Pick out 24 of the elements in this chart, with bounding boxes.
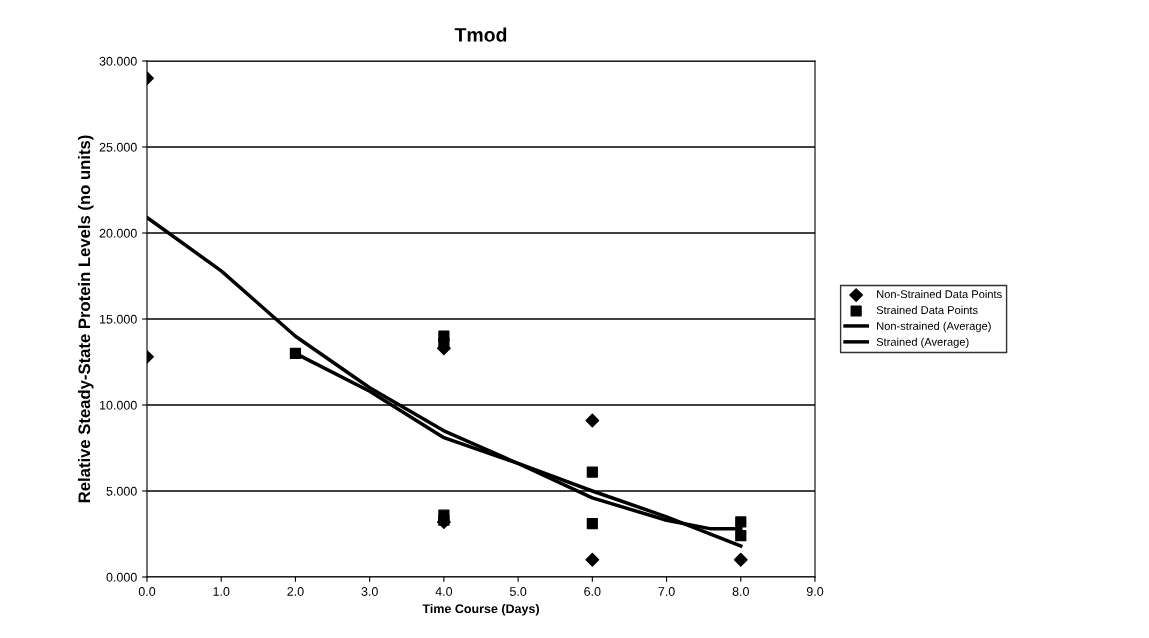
x-tick-label: 8.0 bbox=[732, 587, 749, 596]
y-tick-label: 0.000 bbox=[106, 572, 137, 582]
y-axis-title: Relative Steady-State Protein Levels (no units) bbox=[77, 135, 94, 503]
y-tick-label: 15.000 bbox=[100, 314, 137, 324]
x-tick-label: 0.0 bbox=[138, 587, 156, 596]
y-tick-label: 20.000 bbox=[99, 228, 137, 238]
x-tick-label: 1.0 bbox=[213, 587, 230, 596]
x-axis-title: Time Course (Days) bbox=[422, 603, 539, 616]
legend-label: Strained Data Points bbox=[876, 305, 978, 315]
chart-title: Tmod bbox=[454, 27, 507, 42]
legend-label: Strained (Average) bbox=[876, 337, 969, 349]
legend-label: Non-Strained Data Points bbox=[877, 289, 1002, 299]
x-tick-label: 6.0 bbox=[584, 587, 601, 596]
y-tick-label: 30.000 bbox=[99, 56, 137, 66]
x-tick-label: 9.0 bbox=[806, 587, 824, 596]
y-tick-label: 25.000 bbox=[99, 142, 137, 152]
x-tick-label: 7.0 bbox=[658, 587, 675, 596]
x-tick-label: 5.0 bbox=[509, 587, 527, 596]
x-tick-label: 2.0 bbox=[287, 587, 304, 596]
y-tick-label: 5.000 bbox=[106, 486, 137, 496]
legend-label: Non-strained (Average) bbox=[877, 321, 991, 333]
x-tick-label: 3.0 bbox=[361, 587, 378, 596]
x-tick-label: 4.0 bbox=[435, 587, 453, 596]
y-tick-label: 10.000 bbox=[100, 400, 137, 410]
